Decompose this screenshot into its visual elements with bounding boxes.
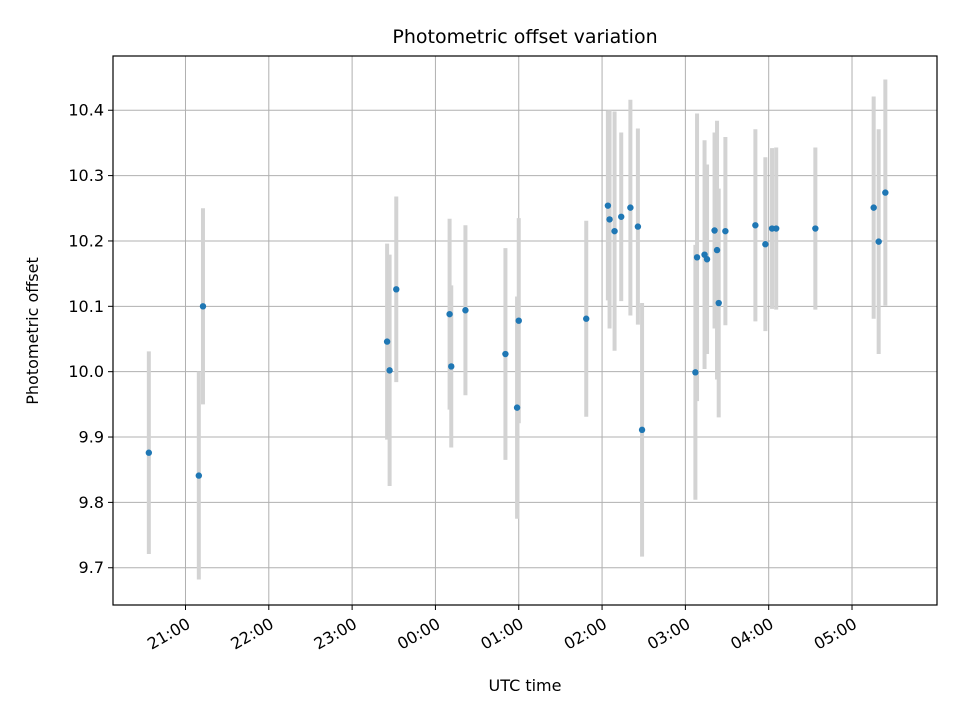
y-axis-ticks: 9.7 9.8 9.9 10.0 10.1 10.2 10.3 10.4	[68, 101, 113, 577]
data-point	[715, 299, 722, 307]
y-tick-label: 9.9	[79, 428, 104, 447]
data-point	[515, 317, 522, 324]
plot-area-frame	[112, 55, 938, 606]
grid-lines	[113, 56, 937, 605]
y-tick-label: 10.0	[68, 362, 104, 381]
data-point	[448, 363, 455, 370]
data-point	[722, 227, 729, 235]
data-point	[199, 303, 207, 310]
data-point	[513, 404, 521, 411]
data-point	[870, 204, 877, 211]
y-tick-label: 9.7	[79, 558, 104, 577]
data-point	[752, 222, 759, 229]
data-point	[604, 202, 612, 209]
data-point	[583, 315, 590, 322]
data-point	[692, 369, 699, 376]
data-point	[638, 426, 646, 434]
data-point	[145, 449, 153, 456]
data-point	[627, 204, 634, 211]
data-point	[195, 472, 203, 479]
data-point	[606, 216, 613, 223]
data-point	[711, 227, 718, 234]
data-point	[386, 367, 393, 374]
data-point	[882, 189, 889, 196]
y-tick-label: 9.8	[79, 493, 104, 512]
y-tick-label: 10.2	[68, 231, 104, 250]
data-point	[462, 307, 469, 314]
chart-title: Photometric offset variation	[392, 26, 657, 48]
data-point	[762, 241, 769, 248]
y-tick-label: 10.3	[68, 166, 104, 185]
data-points	[145, 189, 889, 479]
data-point	[772, 225, 780, 232]
data-point	[875, 238, 882, 245]
data-point	[618, 213, 625, 220]
data-point	[393, 286, 400, 293]
data-point	[634, 223, 642, 230]
data-point	[446, 310, 453, 318]
data-point	[693, 254, 701, 261]
data-point	[502, 350, 509, 358]
y-tick-label: 10.1	[68, 297, 104, 316]
data-point	[611, 227, 618, 235]
x-axis-title: UTC time	[489, 676, 562, 695]
data-point	[703, 256, 711, 263]
data-point	[812, 225, 819, 232]
data-point	[713, 246, 721, 254]
data-point	[383, 338, 391, 345]
y-tick-label: 10.4	[68, 101, 104, 120]
y-axis-title: Photometric offset	[23, 257, 42, 405]
